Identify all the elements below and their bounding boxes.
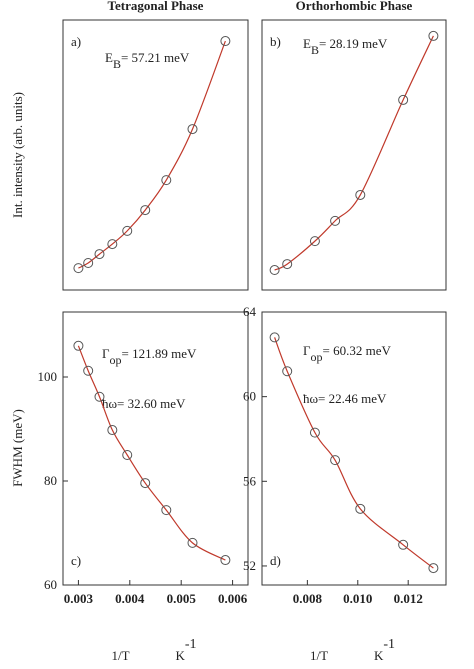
annotation: ħω= 22.46 meV <box>303 391 387 406</box>
x-tick-label: 0.004 <box>115 591 145 606</box>
annotation-part: Γ <box>102 346 110 361</box>
panel-label: b) <box>270 34 281 49</box>
data-point <box>398 539 409 550</box>
annotation: Γop= 60.32 meV <box>303 343 391 364</box>
data-point <box>140 478 151 489</box>
data-point <box>107 239 118 250</box>
x-axis-label: 1/T <box>310 648 328 663</box>
annotation-part: B <box>113 57 121 71</box>
annotation-part: = 121.89 meV <box>122 346 197 361</box>
panel-label: d) <box>270 553 281 568</box>
annotation-part: op <box>110 353 122 367</box>
data-point <box>282 366 293 377</box>
x-axis-unit-exp: -1 <box>185 637 197 652</box>
x-axis-unit-base: K <box>374 648 384 663</box>
annotation-part: = 28.19 meV <box>319 36 388 51</box>
x-tick-label: 0.012 <box>394 591 423 606</box>
data-point <box>140 205 151 216</box>
data-point <box>330 215 341 226</box>
y-tick-label: 60 <box>243 389 256 404</box>
annotation-part: ħω= 32.60 meV <box>102 396 186 411</box>
x-axis-unit: K-1 <box>374 637 395 663</box>
annotation-part: E <box>303 36 311 51</box>
data-point <box>309 427 320 438</box>
y-tick-label: 80 <box>44 473 57 488</box>
panel-label: a) <box>71 34 81 49</box>
x-tick-label: 0.005 <box>167 591 197 606</box>
data-point <box>269 332 280 343</box>
x-tick-label: 0.006 <box>218 591 248 606</box>
data-point <box>282 259 293 270</box>
plot-frame <box>62 311 249 586</box>
data-point <box>107 425 118 436</box>
data-point <box>94 391 105 402</box>
data-point <box>73 340 84 351</box>
data-point <box>122 225 133 236</box>
annotation: EB= 57.21 meV <box>105 50 190 71</box>
x-axis-unit: K-1 <box>176 637 197 663</box>
data-point <box>122 450 133 460</box>
panel-title: Orthorhombic Phase <box>296 0 413 13</box>
data-point <box>187 537 198 548</box>
annotation-part: = 60.32 meV <box>323 343 392 358</box>
x-axis-unit-exp: -1 <box>383 637 395 652</box>
fit-curve <box>77 345 226 561</box>
fit-curve <box>274 337 434 569</box>
x-axis-unit-base: K <box>176 648 186 663</box>
annotation: EB= 28.19 meV <box>303 36 388 57</box>
annotation: Γop= 121.89 meV <box>102 346 197 367</box>
data-point <box>187 124 198 135</box>
fit-curve <box>78 40 226 269</box>
data-point <box>330 455 341 466</box>
panel-title: Tetragonal Phase <box>108 0 204 13</box>
y-tick-label: 60 <box>44 577 57 592</box>
x-tick-label: 0.010 <box>343 591 372 606</box>
plot-frame <box>62 19 249 291</box>
data-point <box>161 175 172 186</box>
fit-curve <box>274 35 434 271</box>
annotation-part: E <box>105 50 113 65</box>
y-axis-label: Int. intensity (arb. units) <box>10 92 25 218</box>
data-point <box>269 265 280 276</box>
annotation-part: = 57.21 meV <box>121 50 190 65</box>
data-point <box>398 94 409 105</box>
annotation-part: B <box>311 43 319 57</box>
data-point <box>83 258 94 268</box>
plot-frame <box>261 19 447 291</box>
plot-frame <box>261 311 447 586</box>
annotation: ħω= 32.60 meV <box>102 396 186 411</box>
data-point <box>83 365 94 376</box>
data-point <box>309 236 320 247</box>
data-point <box>428 30 439 41</box>
annotation-part: op <box>311 350 323 364</box>
y-tick-label: 56 <box>243 473 257 488</box>
data-point <box>73 263 84 274</box>
data-point <box>220 555 231 566</box>
x-axis-label: 1/T <box>111 648 129 663</box>
data-point <box>355 503 366 514</box>
y-tick-label: 52 <box>243 558 256 573</box>
data-point <box>161 505 172 516</box>
x-tick-label: 0.008 <box>293 591 323 606</box>
y-tick-label: 100 <box>38 369 58 384</box>
annotation-part: Γ <box>303 343 311 358</box>
data-point <box>94 249 105 260</box>
y-axis-label: FWHM (meV) <box>10 409 25 487</box>
data-point <box>355 189 366 200</box>
panel-label: c) <box>71 553 81 568</box>
x-tick-label: 0.003 <box>64 591 94 606</box>
data-point <box>220 36 231 47</box>
y-tick-label: 64 <box>243 304 257 319</box>
annotation-part: ħω= 22.46 meV <box>303 391 387 406</box>
data-point <box>428 563 439 574</box>
